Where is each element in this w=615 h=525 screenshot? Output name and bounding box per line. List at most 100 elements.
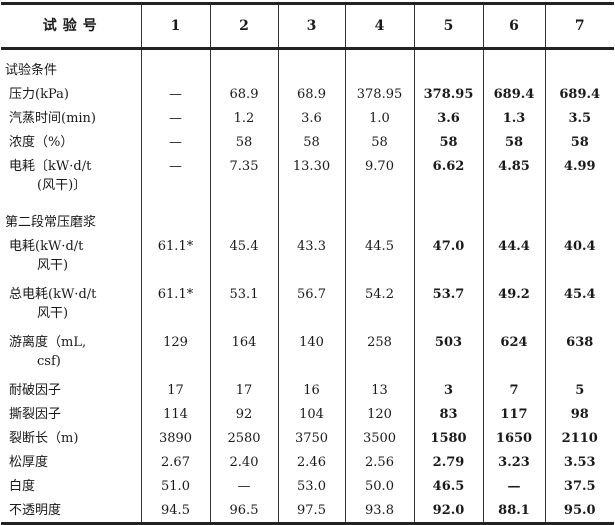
value-cell: 88.1: [482, 498, 545, 524]
empty-cell: [413, 48, 483, 82]
table-row: 游离度（mL, csf) 129 164 140 258 503 624 638: [1, 330, 614, 378]
value-cell: 45.4: [544, 282, 614, 330]
row-label: 总电耗(kW·d/t 风干): [1, 282, 141, 330]
value-cell: 58: [413, 130, 483, 154]
value-cell: 54.2: [344, 282, 414, 330]
empty-cell: [544, 48, 614, 82]
table-row: 白度 51.0—53.0 50.0 46.5—37.5: [1, 474, 614, 498]
row-label-line1: 压力(kPa): [9, 86, 69, 102]
value-cell: 43.3: [277, 234, 345, 282]
value-cell: 1.3: [482, 106, 545, 130]
empty-cell: [209, 202, 278, 234]
row-label: 电耗〔kW·d/t (风干)〕: [1, 154, 141, 202]
value-cell: 2.40: [209, 450, 278, 474]
value-cell: 6.62: [413, 154, 483, 202]
row-label-line1: 撕裂因子: [9, 406, 62, 422]
header-col: 4: [344, 3, 414, 50]
value-cell: 40.4: [544, 234, 614, 282]
value-cell: 164: [209, 330, 278, 378]
value-cell: 503: [413, 330, 483, 378]
value-cell: 17: [209, 378, 278, 402]
value-cell: 1.0: [344, 106, 414, 130]
header-row: 试验号 1 2 3 4 5 6 7: [1, 3, 614, 50]
row-label-line1: 浓度（%）: [9, 134, 74, 150]
row-label-line2: 风干): [37, 258, 69, 273]
header-label: 试验号: [1, 3, 141, 50]
table-row: 电耗(kW·d/t 风干) 61.1* 45.4 43.3 44.5 47.0 44.4 40.…: [1, 234, 614, 282]
value-cell: 3.6: [413, 106, 483, 130]
value-cell: 258: [344, 330, 414, 378]
header-col: 3: [277, 3, 345, 50]
value-cell: 53.0: [277, 474, 345, 498]
empty-cell: [482, 48, 545, 82]
table-row: 撕裂因子 114 92 104 120 83 117 98: [1, 402, 614, 426]
value-cell: 3500: [344, 426, 414, 450]
row-label: 松厚度: [1, 450, 141, 474]
value-cell: 13: [344, 378, 414, 402]
header-col: 5: [413, 3, 483, 50]
empty-cell: [413, 202, 483, 234]
row-label: 浓度（%）: [1, 130, 141, 154]
value-cell: 98: [544, 402, 614, 426]
row-label-line1: 松厚度: [9, 454, 49, 470]
row-label: 裂断长（m): [1, 426, 141, 450]
value-cell: 83: [413, 402, 483, 426]
table-row: 不透明度 94.5 96.5 97.5 93.8 92.0 88.1 95.0: [1, 498, 614, 524]
empty-cell: [140, 202, 210, 234]
value-cell: 5: [544, 378, 614, 402]
value-cell: 46.5: [413, 474, 483, 498]
table-row: 耐破因子 17 17 16 13 3 7 5: [1, 378, 614, 402]
value-cell: 45.4: [209, 234, 278, 282]
value-cell: 37.5: [544, 474, 614, 498]
row-label-line1: 裂断长（m): [9, 430, 79, 446]
section-title: 试验条件: [5, 63, 58, 78]
empty-cell: [344, 48, 414, 82]
header-col: 2: [209, 3, 278, 50]
section-row: 第二段常压磨浆: [1, 202, 614, 234]
value-cell: —: [140, 130, 210, 154]
row-label-line1: 白度: [9, 478, 36, 494]
value-cell: 53.1: [209, 282, 278, 330]
value-cell: 4.99: [544, 154, 614, 202]
value-cell: —: [140, 106, 210, 130]
value-cell: 378.95: [344, 82, 414, 106]
value-cell: 140: [277, 330, 345, 378]
row-label-line1: 不透明度: [9, 502, 62, 518]
value-cell: 2580: [209, 426, 278, 450]
value-cell: 3890: [140, 426, 210, 450]
value-cell: 13.30: [277, 154, 345, 202]
empty-cell: [344, 202, 414, 234]
value-cell: 1.2: [209, 106, 278, 130]
value-cell: 3.6: [277, 106, 345, 130]
value-cell: 58: [482, 130, 545, 154]
row-label-line1: 电耗(kW·d/t: [9, 239, 84, 254]
value-cell: 2.79: [413, 450, 483, 474]
value-cell: 104: [277, 402, 345, 426]
value-cell: 9.70: [344, 154, 414, 202]
row-label: 白度: [1, 474, 141, 498]
row-label: 撕裂因子: [1, 402, 141, 426]
empty-cell: [140, 48, 210, 82]
row-label: 不透明度: [1, 498, 141, 524]
value-cell: 93.8: [344, 498, 414, 524]
value-cell: 58: [344, 130, 414, 154]
value-cell: 120: [344, 402, 414, 426]
table-row: 松厚度 2.67 2.40 2.46 2.56 2.79 3.23 3.53: [1, 450, 614, 474]
empty-cell: [209, 48, 278, 82]
row-label-line1: 耐破因子: [9, 382, 62, 398]
row-label: 电耗(kW·d/t 风干): [1, 234, 141, 282]
value-cell: 114: [140, 402, 210, 426]
value-cell: 2.46: [277, 450, 345, 474]
empty-cell: [544, 202, 614, 234]
value-cell: 1580: [413, 426, 483, 450]
row-label-line1: 总电耗(kW·d/t: [9, 287, 97, 302]
value-cell: —: [482, 474, 545, 498]
value-cell: 47.0: [413, 234, 483, 282]
value-cell: 92: [209, 402, 278, 426]
value-cell: 3.53: [544, 450, 614, 474]
value-cell: 4.85: [482, 154, 545, 202]
value-cell: 638: [544, 330, 614, 378]
value-cell: 51.0: [140, 474, 210, 498]
table-row: 浓度（%） —58 58 58 58 58 58: [1, 130, 614, 154]
